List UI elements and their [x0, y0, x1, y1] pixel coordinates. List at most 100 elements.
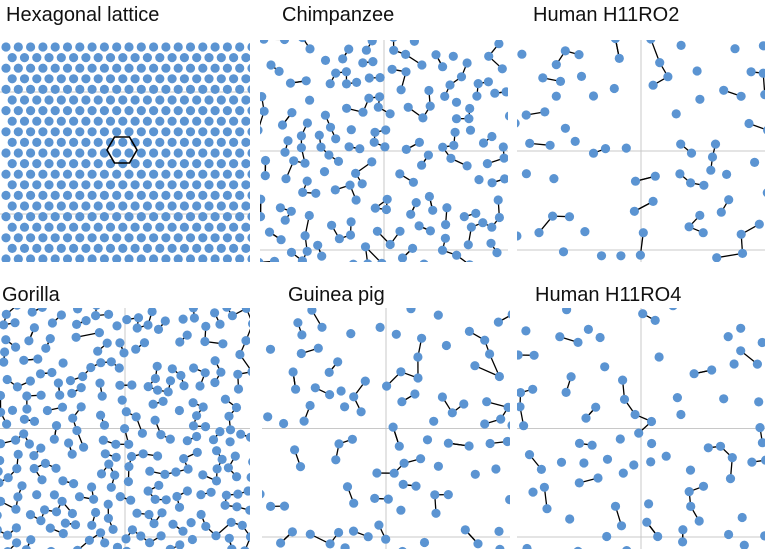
cell-dot: [676, 409, 686, 420]
lattice-dot: [229, 159, 239, 169]
lattice-dot: [222, 190, 232, 200]
cell-dot: [558, 247, 569, 257]
lattice-dot: [204, 159, 214, 169]
lattice-dot: [198, 42, 208, 52]
lattice-dot: [50, 233, 60, 243]
lattice-dot: [192, 137, 202, 147]
lattice-dot: [62, 127, 73, 137]
lattice-dot: [87, 148, 97, 158]
cell-dot: [416, 454, 426, 464]
cell-dot: [302, 176, 312, 186]
lattice-dot: [50, 212, 60, 222]
cell-dot: [342, 482, 353, 492]
lattice-dot: [155, 74, 165, 84]
cell-dot: [215, 319, 225, 329]
cell-dot: [587, 440, 597, 450]
cell-dot: [358, 107, 368, 117]
lattice-dot: [161, 148, 171, 158]
cell-dot: [672, 393, 682, 403]
cell-dot: [381, 204, 391, 215]
cell-dot: [0, 347, 10, 357]
cell-dot: [340, 402, 350, 412]
cell-dot: [462, 161, 472, 171]
lattice-dot: [185, 169, 196, 179]
cell-dot: [319, 167, 330, 177]
cell-dot: [389, 468, 399, 478]
cell-dot: [36, 390, 46, 400]
panel-guinea-pig: [262, 308, 510, 549]
lattice-dot: [204, 74, 214, 84]
lattice-dot: [198, 212, 208, 222]
cell-dot: [653, 531, 663, 542]
lattice-dot: [192, 222, 202, 232]
cell-dot: [11, 342, 21, 352]
chimpanzee-plot: [260, 40, 508, 262]
lattice-dot: [19, 201, 30, 211]
cell-dot: [695, 94, 705, 104]
cell-dot: [730, 44, 740, 54]
cell-dot: [26, 535, 36, 545]
cell-dot: [736, 323, 746, 333]
lattice-dot: [69, 180, 79, 190]
lattice-dot: [75, 212, 85, 222]
cell-dot: [87, 482, 97, 492]
cell-dot: [160, 316, 170, 326]
cell-dot: [176, 370, 186, 381]
cell-dot: [595, 332, 605, 343]
cell-dot: [124, 439, 134, 449]
lattice-dot: [118, 180, 128, 190]
cell-dot: [276, 235, 286, 245]
cell-dot: [311, 188, 321, 198]
cell-dot: [648, 196, 658, 206]
lattice-dot: [124, 190, 134, 200]
lattice-dot: [75, 233, 85, 243]
lattice-dot: [161, 233, 171, 243]
lattice-dot: [216, 180, 226, 190]
lattice-dot: [124, 148, 134, 158]
cell-dot: [398, 479, 408, 489]
cell-dot: [1, 335, 11, 345]
cell-dot: [188, 308, 198, 313]
cell-dot: [650, 171, 660, 181]
lattice-dot: [87, 84, 97, 94]
cell-dot: [0, 439, 6, 449]
cell-dot: [549, 174, 559, 184]
cell-dot: [188, 421, 199, 431]
cell-dot: [560, 123, 570, 133]
lattice-dot: [198, 127, 208, 137]
lattice-dot: [167, 137, 177, 147]
cell-dot: [136, 531, 146, 541]
lattice-dot: [7, 53, 17, 63]
cell-dot: [347, 434, 357, 444]
cell-dot: [174, 405, 184, 416]
cell-dot: [260, 171, 270, 181]
lattice-dot: [222, 169, 232, 179]
lattice-dot: [173, 63, 183, 73]
lattice-dot: [99, 63, 109, 73]
cell-dot: [517, 402, 525, 412]
cell-dot: [100, 538, 110, 548]
panel-title-chimp: Chimpanzee: [282, 4, 395, 26]
cell-dot: [71, 332, 81, 342]
lattice-dot: [167, 74, 177, 84]
lattice-dot: [149, 84, 159, 94]
cell-dot: [414, 221, 424, 231]
cell-dot: [397, 397, 407, 407]
cell-dot: [126, 495, 136, 505]
cell-dot: [36, 443, 46, 453]
cell-dot: [466, 222, 476, 232]
lattice-dot: [75, 84, 85, 94]
cell-dot: [760, 531, 765, 541]
cell-dot: [684, 222, 694, 232]
lattice-dot: [247, 85, 250, 94]
lattice-dot: [136, 42, 146, 52]
cell-dot: [122, 315, 132, 325]
cell-dot: [538, 73, 548, 83]
lattice-dot: [93, 74, 103, 84]
lattice-dot: [173, 42, 183, 52]
cell-dot: [240, 546, 250, 549]
lattice-dot: [173, 254, 183, 262]
cell-dot: [331, 68, 341, 78]
cell-dot: [580, 227, 590, 237]
lattice-dot: [155, 137, 165, 147]
